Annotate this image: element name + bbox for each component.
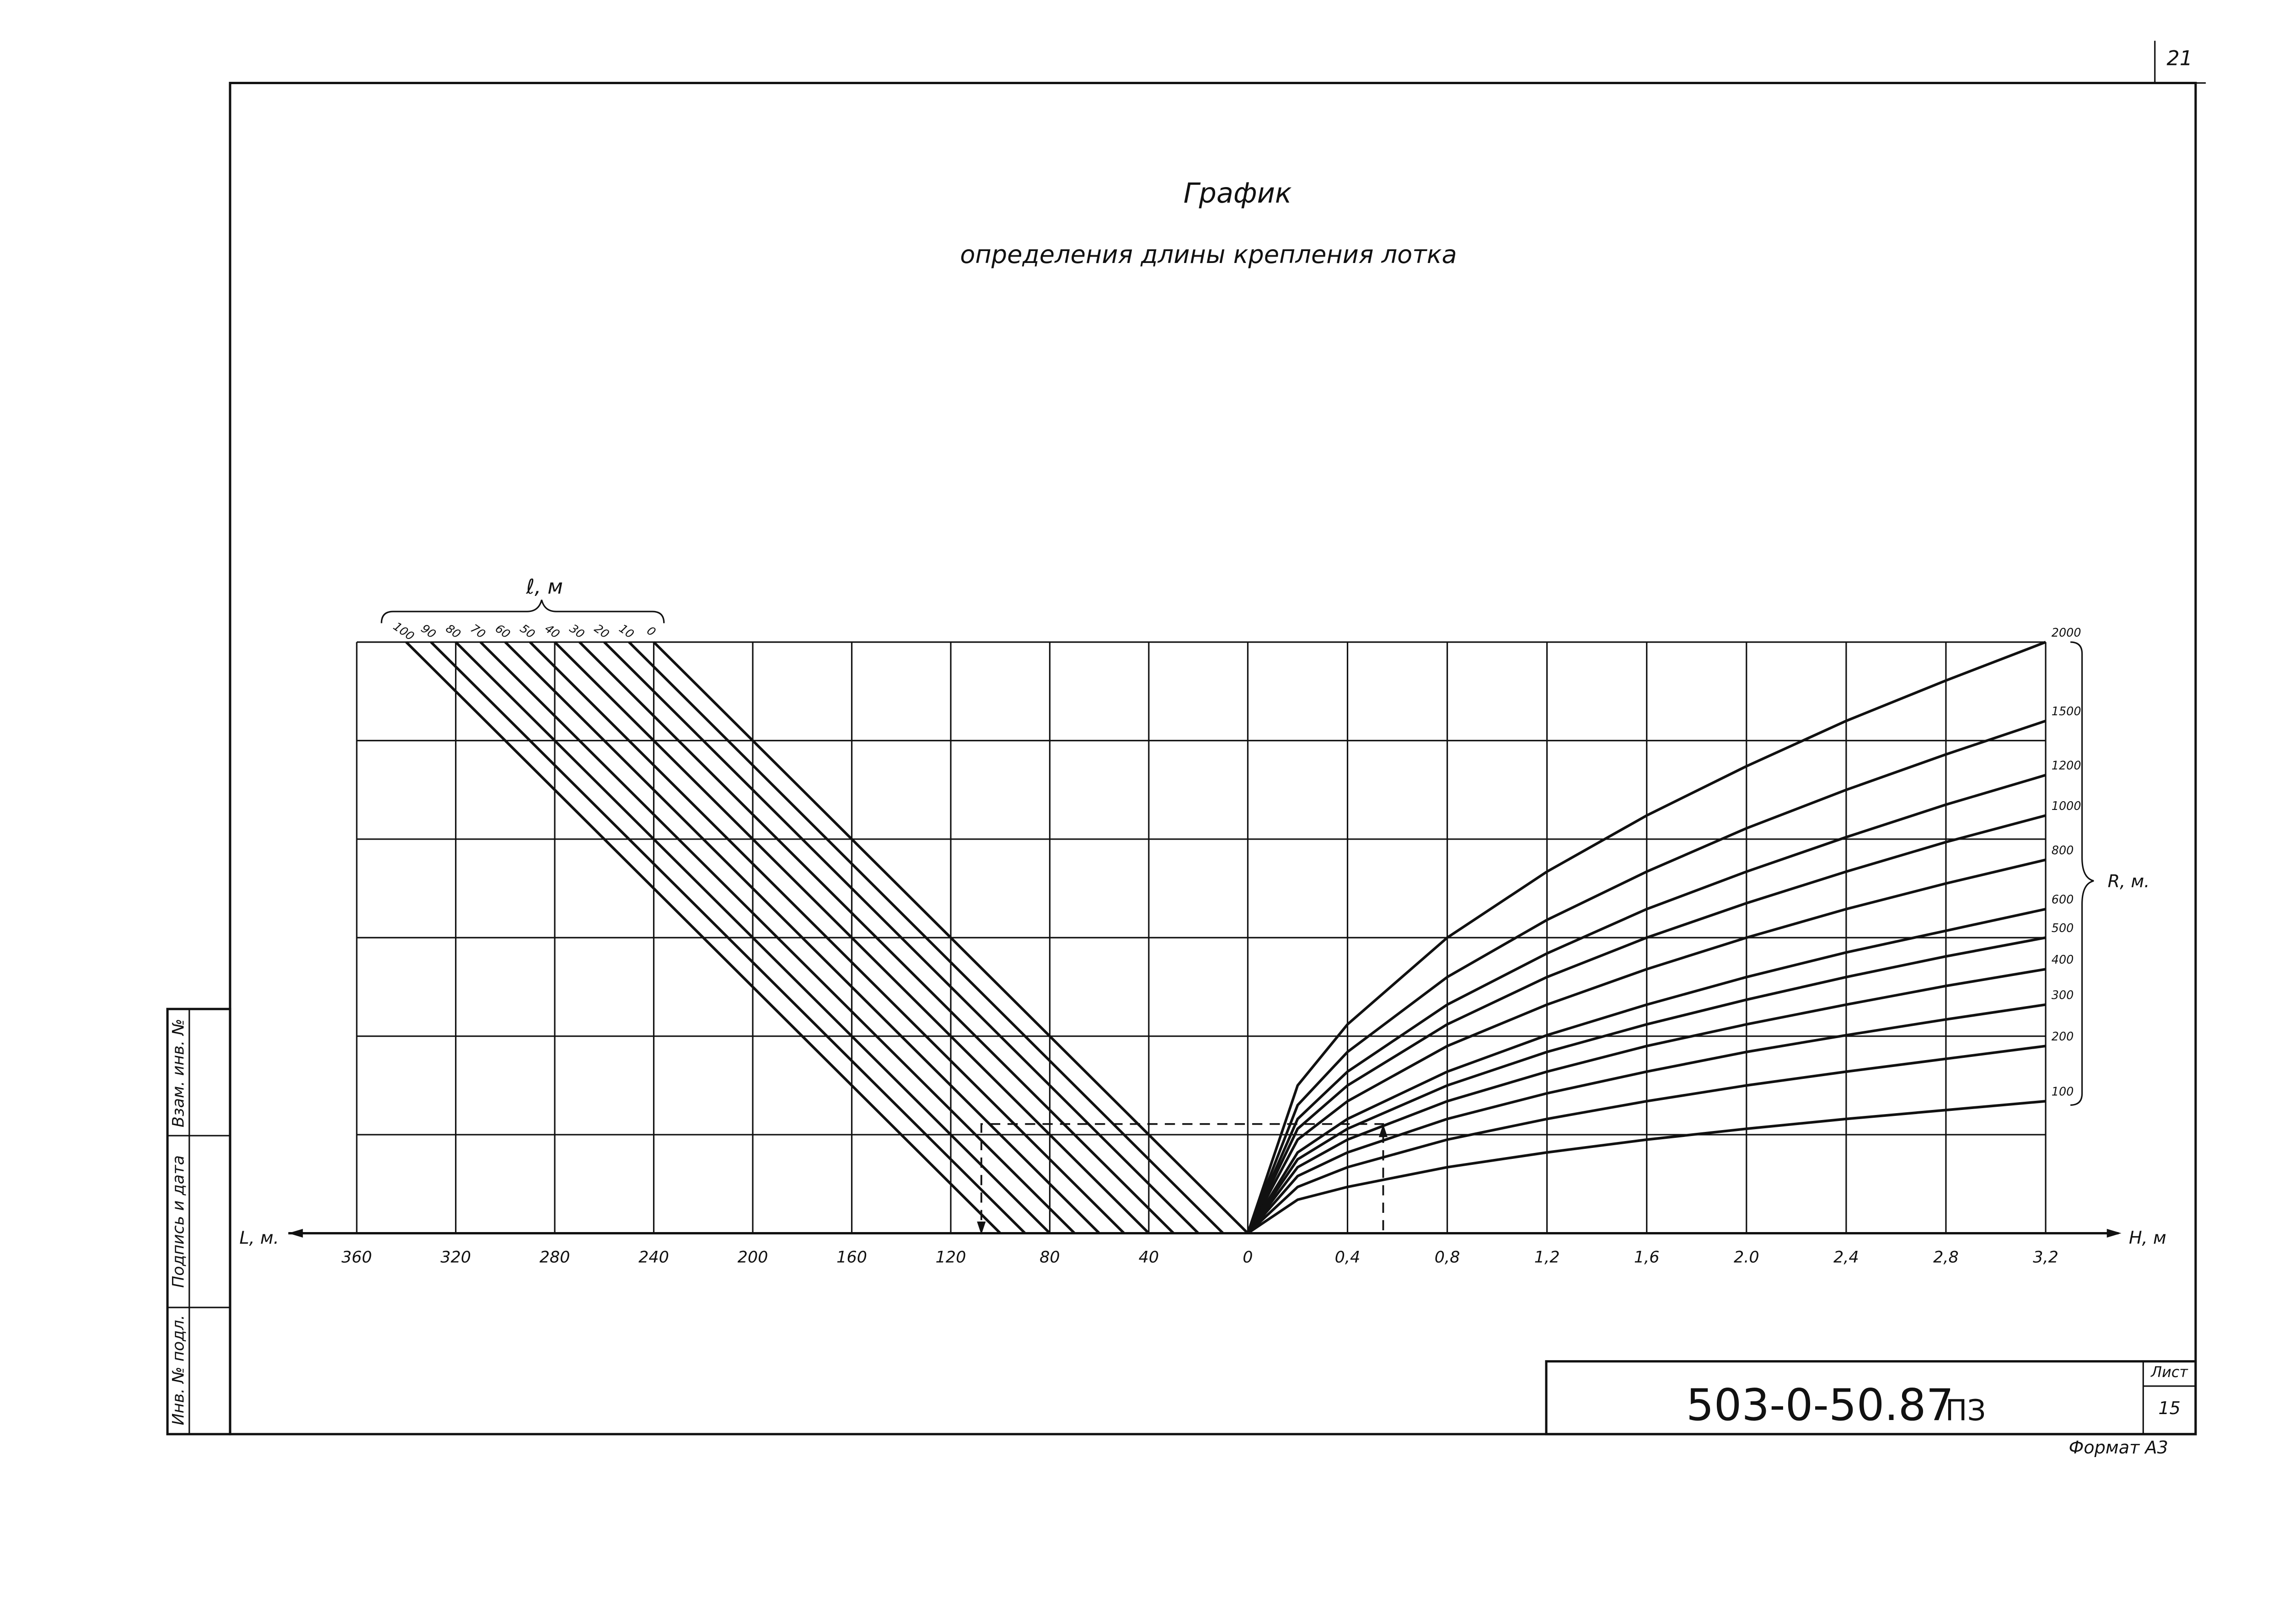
- axis-arrow: [288, 1228, 303, 1238]
- designation: 503-0-50.87: [1686, 1379, 1954, 1431]
- x-tick-label: 240: [638, 1249, 669, 1267]
- series-line: [603, 641, 1200, 1234]
- series-line: [1247, 1100, 2046, 1234]
- x-tick-label: 80: [1040, 1249, 1060, 1267]
- x-tick-label: 200: [738, 1249, 768, 1267]
- x-tick-label: 360: [342, 1249, 372, 1267]
- axis-arrow: [2106, 1228, 2122, 1238]
- series-line: [1246, 719, 2046, 1234]
- series-line: [504, 641, 1100, 1234]
- side-stamp-text: Инв. № подл.: [170, 1315, 188, 1425]
- frame: [229, 81, 2197, 1436]
- series-label: 300: [2052, 989, 2074, 1002]
- side-stamp: [166, 1008, 231, 1436]
- series-line: [479, 641, 1076, 1234]
- side-stamp-text: Подпись и дата: [170, 1155, 188, 1288]
- title: График: [1184, 177, 1292, 209]
- x-tick-label: 160: [836, 1249, 867, 1267]
- series-label: 600: [2052, 893, 2074, 907]
- series-label: 400: [2052, 953, 2074, 967]
- series-label: 100: [2052, 1085, 2074, 1099]
- x-tick-label: 0,8: [1435, 1249, 1460, 1267]
- series-line: [1247, 968, 2046, 1234]
- series-line: [455, 641, 1051, 1234]
- page-number: 21: [2167, 47, 2193, 70]
- x-axis-label: L, м.: [239, 1228, 279, 1249]
- legend-title: ℓ, м: [526, 575, 563, 599]
- series-line: [430, 641, 1026, 1234]
- series-line: [1246, 774, 2046, 1234]
- legend-title: R, м.: [2108, 872, 2150, 892]
- side-stamp-text: Взам. инв. №: [170, 1019, 188, 1128]
- series-line: [529, 641, 1125, 1234]
- series-label: 800: [2052, 844, 2074, 858]
- series-line: [1247, 936, 2046, 1234]
- example-path: [980, 1123, 1384, 1231]
- x-tick-label: 280: [540, 1249, 570, 1267]
- title-block: [1545, 1360, 2197, 1436]
- subtitle: определения длины крепления лотка: [960, 240, 1457, 269]
- sheet-label: Лист: [2150, 1363, 2188, 1381]
- series-line: [1246, 858, 2046, 1234]
- series-line: [405, 641, 1002, 1234]
- legend-brace: [2070, 641, 2094, 1106]
- legend-brace: [380, 600, 665, 623]
- x-axis-label: H, м: [2129, 1228, 2166, 1249]
- format: Формат А3: [2069, 1438, 2168, 1458]
- series-label: 200: [2052, 1030, 2074, 1044]
- doc-code: ПЗ: [1945, 1394, 1986, 1428]
- x-tick-label: 2,4: [1833, 1249, 1859, 1267]
- x-tick-label: 2.0: [1734, 1249, 1759, 1267]
- series-line: [1246, 814, 2046, 1234]
- series-line: [1246, 907, 2046, 1234]
- series-line: [653, 641, 1249, 1234]
- series-line: [1247, 1003, 2046, 1234]
- series-line: [628, 641, 1224, 1234]
- series-line: [1246, 641, 2047, 1234]
- x-tick-label: 0,4: [1335, 1249, 1361, 1267]
- series-line: [553, 641, 1150, 1234]
- series-label: 1500: [2052, 705, 2081, 718]
- x-tick-label: 320: [440, 1249, 471, 1267]
- series-label: 1200: [2052, 759, 2081, 773]
- x-tick-label: 120: [936, 1249, 966, 1267]
- x-tick-label: 1,2: [1534, 1249, 1560, 1267]
- x-tick-label: 40: [1139, 1249, 1159, 1267]
- series-line: [579, 641, 1175, 1234]
- x-tick-label: 3,2: [2033, 1249, 2058, 1267]
- series-line: [1247, 1045, 2046, 1234]
- x-tick-label: 0: [1243, 1249, 1253, 1267]
- series-label: 2000: [2052, 626, 2081, 640]
- x-tick-label: 2,8: [1933, 1249, 1959, 1267]
- x-tick-label: 1,6: [1634, 1249, 1660, 1267]
- sheet-number: 15: [2158, 1399, 2181, 1419]
- series-label: 500: [2052, 922, 2074, 935]
- series-label: 1000: [2052, 799, 2081, 813]
